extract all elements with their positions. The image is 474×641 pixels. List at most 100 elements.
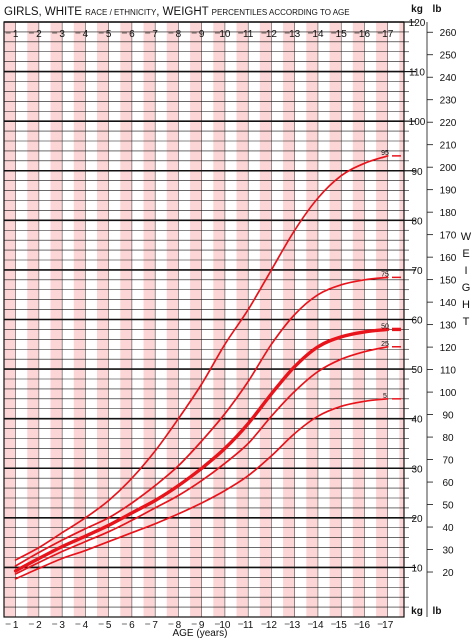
percentile-95-label: 95 [381, 150, 389, 157]
kg-tick-label: 90 [411, 167, 423, 178]
percentile-25-curve [14, 345, 389, 575]
percentile-75-label: 75 [381, 271, 389, 278]
x-tick-labels-top: 1 2 3 4 5 6 7 8 9 10 11 12 13 14 15 16 17 [5, 29, 394, 40]
x-tick-label: 3 [59, 29, 65, 40]
x-tick-label: 5 [106, 29, 112, 40]
lb-tick-label: 210 [440, 141, 457, 152]
kg-tick-label: 50 [411, 365, 423, 376]
lb-tick-label: 200 [440, 163, 457, 174]
lb-tick-label: 260 [440, 28, 457, 39]
y-label-letter: H [462, 299, 470, 311]
x-tick-label: 15 [336, 29, 348, 40]
x-tick-label: 17 [382, 620, 394, 631]
chart-title: GIRLS, WHITE RACE / ETHNICITY, WEIGHT PE… [4, 6, 350, 18]
x-tick-label: 14 [312, 620, 324, 631]
y-label-letter: I [464, 265, 467, 277]
lb-tick-label: 110 [440, 366, 456, 377]
title-part-2: RACE / ETHNICITY [85, 8, 157, 17]
x-tick-label: 1 [13, 620, 19, 631]
lb-tick-label: 100 [440, 388, 457, 399]
kg-tick-label: 10 [411, 563, 423, 574]
x-tick-label: 9 [199, 29, 205, 40]
x-tick-label: 1 [13, 29, 19, 40]
title-part-1: GIRLS, WHITE [4, 6, 85, 18]
lb-tick-label: 230 [440, 96, 457, 107]
x-tick-label: 11 [243, 620, 254, 631]
y-axis-label: WEIGHT [461, 231, 472, 328]
x-tick-label: 13 [289, 620, 301, 631]
lb-unit-top: lb [433, 4, 442, 15]
x-tick-label: 4 [83, 29, 89, 40]
lb-tick-label: 160 [440, 253, 457, 264]
x-tick-label: 13 [289, 29, 301, 40]
lb-tick-labels: 20 30 40 50 60 70 80 90 100 110 120 130 140 150 160 170… [440, 28, 457, 579]
lb-tick-label: 40 [442, 523, 454, 534]
x-tick-label: 12 [266, 620, 278, 631]
x-tick-label: 6 [129, 29, 135, 40]
x-tick-label: 4 [83, 620, 89, 631]
y-label-letter: T [463, 316, 470, 328]
percentile-50-curve [13, 327, 390, 573]
kg-unit-bottom: kg [411, 606, 423, 617]
kg-tick-label: 110 [409, 68, 425, 79]
lb-unit-bottom: lb [433, 606, 442, 617]
x-tick-label: 8 [176, 620, 182, 631]
x-tick-label: 2 [36, 29, 42, 40]
lb-tick-label: 150 [440, 276, 457, 287]
x-tick-label: 16 [359, 620, 371, 631]
lb-tick-label: 30 [442, 546, 454, 557]
lb-tick-label: 20 [442, 568, 454, 579]
lb-tick-label: 170 [440, 231, 457, 242]
lb-tick-label: 70 [442, 456, 454, 467]
x-axis-label: AGE (years) [172, 628, 227, 639]
x-tick-label: 9 [199, 620, 205, 631]
x-tick-label: 12 [266, 29, 278, 40]
percentile-5-label: 5 [383, 393, 387, 400]
kg-tick-label: 120 [409, 18, 426, 29]
lb-tick-label: 120 [440, 343, 457, 354]
x-tick-label: 5 [106, 620, 112, 631]
x-tick-label: 16 [359, 29, 371, 40]
lb-tick-label: 130 [440, 321, 457, 332]
x-tick-label: 10 [219, 620, 231, 631]
y-label-letter: E [462, 248, 469, 260]
percentile-50-label: 50 [381, 323, 389, 330]
lb-tick-label: 80 [442, 433, 454, 444]
x-tick-label: 10 [219, 29, 231, 40]
kg-tick-label: 40 [411, 415, 423, 426]
lb-tick-label: 240 [440, 73, 457, 84]
lb-tick-label: 220 [440, 118, 457, 129]
x-tick-label: 15 [336, 620, 348, 631]
kg-tick-label: 30 [411, 464, 423, 475]
x-tick-label: 2 [36, 620, 42, 631]
title-part-4: PERCENTILES ACCORDING TO AGE [212, 8, 350, 17]
x-tick-labels-bottom: 1 2 3 4 5 6 7 8 9 10 11 12 13 14 15 16 17 [5, 620, 394, 631]
x-tick-label: 7 [152, 620, 158, 631]
x-tick-label: 17 [382, 29, 394, 40]
percentile-curves [13, 155, 401, 580]
chart-gridlines [3, 21, 433, 618]
lb-tick-label: 250 [440, 51, 457, 62]
lb-tick-label: 190 [440, 186, 457, 197]
title-part-3: , WEIGHT [156, 6, 211, 18]
kg-tick-label: 80 [411, 216, 423, 227]
lb-tick-label: 180 [440, 208, 457, 219]
x-tick-label: 6 [129, 620, 135, 631]
x-tick-label: 3 [59, 620, 65, 631]
kg-tick-label: 70 [411, 266, 423, 277]
percentile-75-curve [14, 276, 389, 567]
kg-tick-label: 60 [411, 316, 423, 327]
x-tick-label: 14 [312, 29, 324, 40]
lb-tick-label: 50 [442, 501, 454, 512]
kg-tick-label: 100 [409, 117, 426, 128]
y-label-letter: G [462, 282, 471, 294]
percentile-labels: 5 25 50 75 95 [381, 150, 389, 400]
x-tick-label: 11 [243, 29, 254, 40]
kg-tick-label: 20 [411, 514, 423, 525]
kg-unit-top: kg [411, 4, 423, 15]
percentile-95-curve [14, 155, 389, 561]
x-tick-label: 8 [176, 29, 182, 40]
y-label-letter: W [461, 231, 472, 243]
lb-tick-label: 90 [442, 411, 454, 422]
